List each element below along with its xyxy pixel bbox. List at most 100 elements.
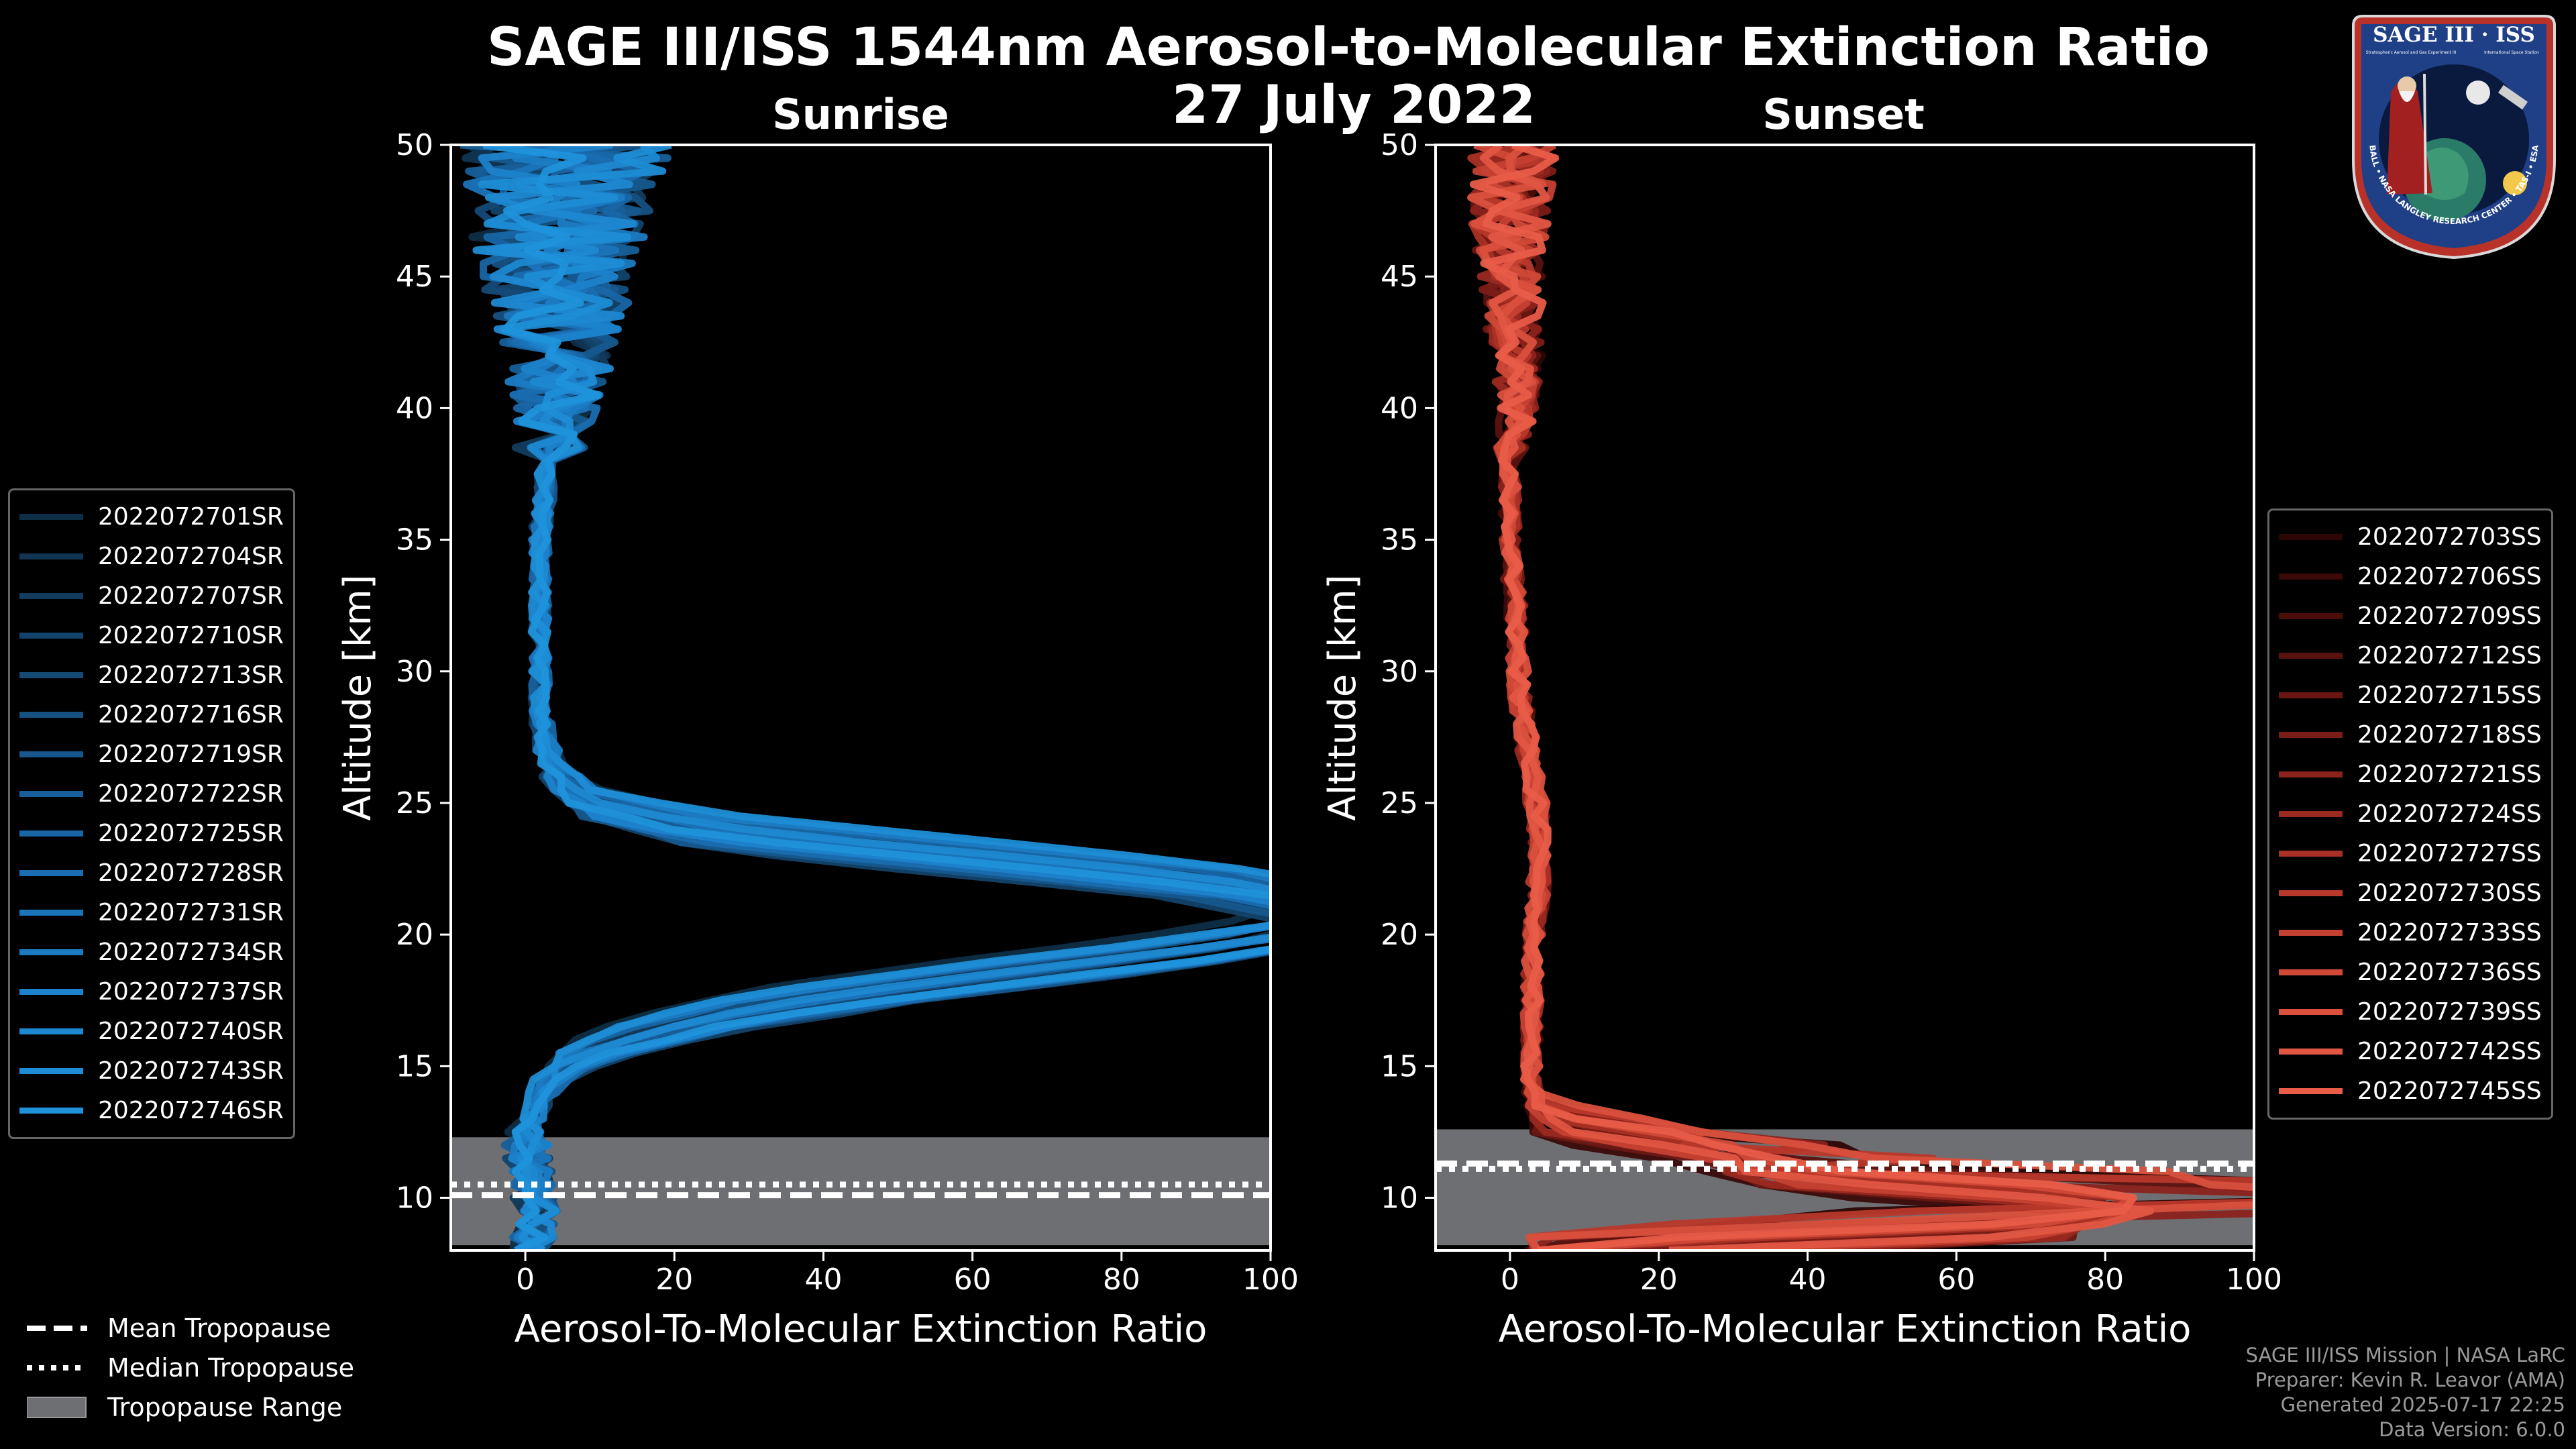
legend-swatch <box>19 514 83 520</box>
x-tick-label: 80 <box>2086 1263 2124 1297</box>
x-tick-label: 0 <box>1501 1263 1519 1297</box>
y-tick-label: 45 <box>396 260 433 294</box>
series-line-2022072718SS <box>1479 145 2108 1250</box>
legend-swatch <box>19 712 83 718</box>
credits: SAGE III/ISS Mission | NASA LaRC Prepare… <box>2246 1343 2565 1442</box>
legend-label: 2022072734SR <box>98 938 284 966</box>
x-tick-label: 40 <box>804 1263 842 1297</box>
legend-swatch <box>2279 969 2343 975</box>
legend-swatch <box>2279 811 2343 817</box>
legend-item: 2022072731SR <box>19 893 284 932</box>
legend-label: 2022072707SR <box>98 582 284 610</box>
legend-item: 2022072724SS <box>2279 794 2542 834</box>
legend-swatch <box>19 870 83 876</box>
legend-label: 2022072743SR <box>98 1057 284 1085</box>
legend-label: 2022072724SS <box>2357 800 2542 828</box>
series-line-2022072736SS <box>1473 145 2134 1250</box>
legend-item: 2022072712SS <box>2279 636 2542 676</box>
legend-label: 2022072712SS <box>2357 642 2542 669</box>
legend-label: 2022072722SR <box>98 780 284 808</box>
x-tick-label: 100 <box>1242 1263 1299 1297</box>
legend-item: 2022072730SS <box>2279 873 2542 913</box>
series-line-2022072745SS <box>1469 145 2137 1250</box>
y-tick-label: 50 <box>1381 128 1418 162</box>
legend-item: 2022072740SR <box>19 1012 284 1051</box>
legend-swatch <box>19 633 83 639</box>
legend-label: 2022072728SR <box>98 859 284 887</box>
sunrise-panel: Sunrise 0 20 40 60 80 100 10 15 20 25 30 35 40 45 50 Aer… <box>336 90 1299 1351</box>
legend-swatch <box>19 791 83 797</box>
y-tick-label: 15 <box>396 1049 433 1083</box>
y-tick-label: 40 <box>396 391 433 425</box>
legend-label: 2022072740SR <box>98 1018 284 1045</box>
x-axis-label-ss: Aerosol-To-Molecular Extinction Ratio <box>1499 1307 2192 1351</box>
legend-label: 2022072730SS <box>2357 879 2542 907</box>
legend-label: 2022072721SS <box>2357 761 2542 788</box>
legend-item: 2022072704SR <box>19 537 284 576</box>
series-line-2022072742SS <box>1479 145 2155 1250</box>
legend-swatch <box>19 553 83 559</box>
legend-label: 2022072739SS <box>2357 998 2542 1026</box>
legend-item: 2022072722SR <box>19 774 284 814</box>
legend-label: 2022072718SS <box>2357 721 2542 749</box>
legend-swatch <box>19 1028 83 1034</box>
legend-swatch <box>19 949 83 955</box>
legend-label: 2022072703SS <box>2357 523 2542 551</box>
legend-swatch <box>2279 890 2343 896</box>
y-axis-label-ss: Altitude [km] <box>1321 574 1364 820</box>
legend-swatch <box>19 830 83 837</box>
y-tick-label: 15 <box>1381 1049 1418 1083</box>
legend-label: 2022072745SS <box>2357 1077 2542 1105</box>
y-tick-label: 20 <box>1381 918 1418 952</box>
legend-item: 2022072706SS <box>2279 557 2542 596</box>
legend-label: 2022072742SS <box>2357 1038 2542 1065</box>
legend-item: 2022072713SR <box>19 655 284 695</box>
legend-swatch <box>2279 613 2343 619</box>
sunset-legend: 2022072703SS 2022072706SS 2022072709SS 2022… <box>2267 508 2553 1120</box>
logo-title: SAGE III · ISS <box>2373 23 2535 47</box>
legend-swatch <box>2279 574 2343 580</box>
x-tick-label: 60 <box>954 1263 991 1297</box>
logo-sub-left: Stratospheric Aerosol and Gas Experiment… <box>2366 50 2457 55</box>
logo-sub-right: International Space Station <box>2484 50 2539 55</box>
legend-swatch <box>2279 653 2343 659</box>
tropopause-legend: Mean Tropopause Median Tropopause Tropop… <box>27 1308 354 1427</box>
series-line-2022072724SS <box>1466 145 2134 1250</box>
legend-item: 2022072743SR <box>19 1051 284 1091</box>
series-line-2022072746SR <box>482 145 1271 1250</box>
x-tick-label: 20 <box>1640 1263 1678 1297</box>
y-tick-label: 35 <box>1381 523 1418 557</box>
legend-item: 2022072718SS <box>2279 715 2542 755</box>
sunrise-legend: 2022072701SR 2022072704SR 2022072707SR 2022… <box>8 488 295 1139</box>
legend-label: 2022072713SR <box>98 661 284 689</box>
legend-item: 2022072742SS <box>2279 1032 2542 1071</box>
legend-label: 2022072710SR <box>98 622 284 649</box>
y-tick-label: 25 <box>1381 786 1418 820</box>
range-patch-icon <box>27 1396 87 1418</box>
legend-item: 2022072734SR <box>19 932 284 972</box>
legend-swatch <box>19 593 83 599</box>
legend-swatch <box>2279 771 2343 777</box>
legend-swatch <box>2279 930 2343 936</box>
legend-swatch <box>2279 732 2343 738</box>
legend-item: 2022072733SS <box>2279 913 2542 953</box>
legend-swatch <box>19 1068 83 1074</box>
x-tick-label: 60 <box>1937 1263 1975 1297</box>
profile-lines-sr <box>460 145 1271 1250</box>
dashed-line-icon <box>27 1325 87 1331</box>
profile-lines-ss <box>1466 145 2254 1250</box>
legend-swatch <box>2279 534 2343 540</box>
y-tick-label: 50 <box>396 128 433 162</box>
dotted-line-icon <box>27 1364 87 1371</box>
legend-swatch <box>19 989 83 995</box>
panel-title-sr: Sunrise <box>772 90 949 139</box>
legend-label: 2022072719SR <box>98 741 284 768</box>
x-tick-label: 0 <box>516 1263 535 1297</box>
legend-item: 2022072728SR <box>19 853 284 893</box>
x-tick-label: 100 <box>2226 1263 2282 1297</box>
y-tick-label: 30 <box>396 655 433 689</box>
legend-median-tropopause: Median Tropopause <box>27 1348 354 1387</box>
legend-item: 2022072710SR <box>19 616 284 655</box>
series-line-2022072709SS <box>1472 145 2088 1250</box>
